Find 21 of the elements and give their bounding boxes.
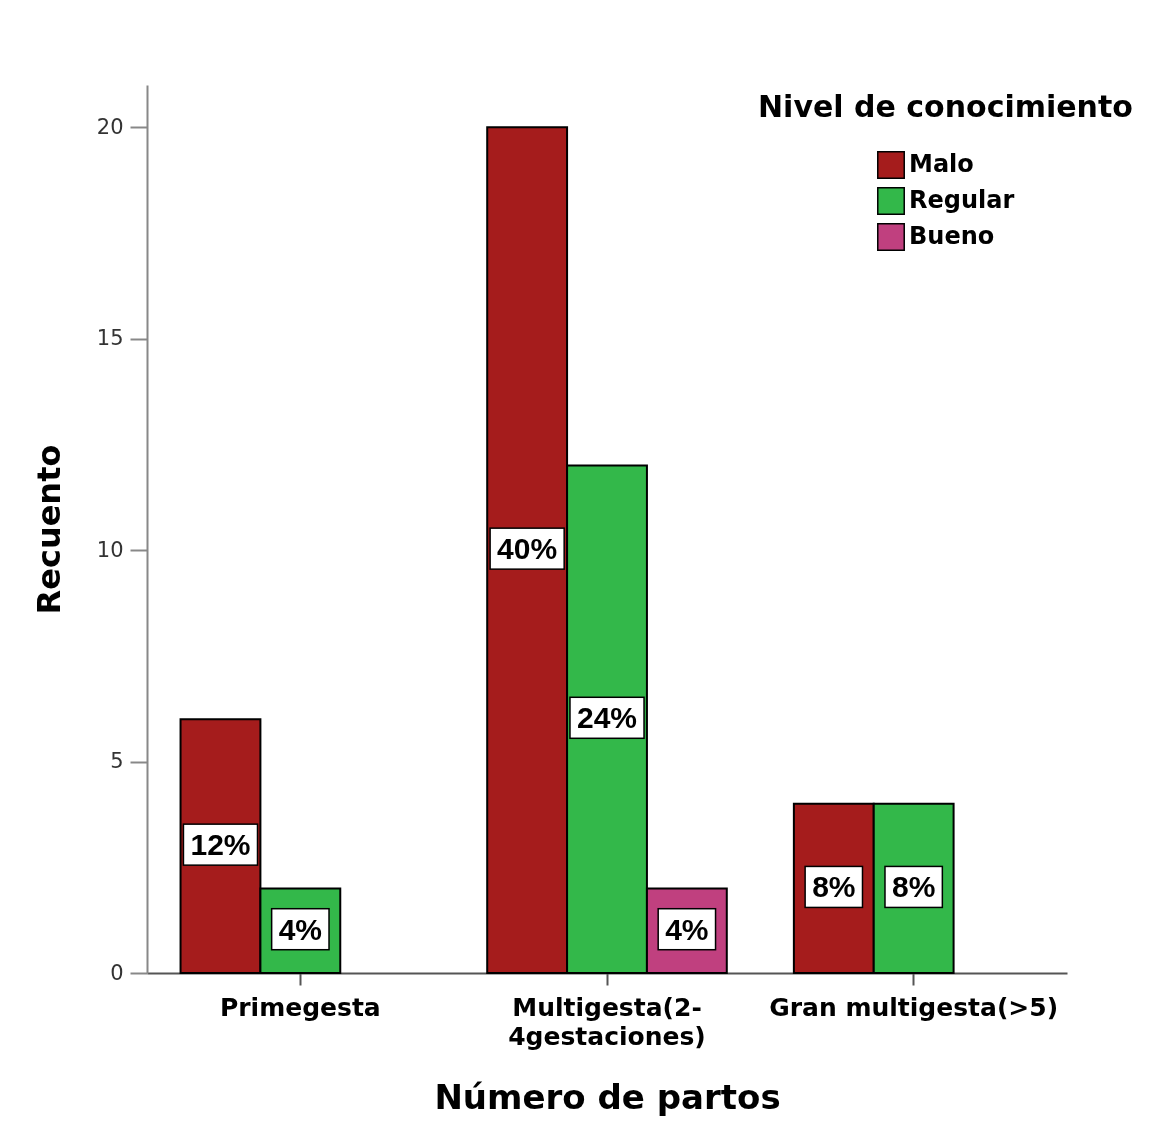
y-axis-title: Recuento xyxy=(29,444,68,615)
x-tick-label: Gran multigesta(>5) xyxy=(769,992,1059,1022)
legend-label: Regular xyxy=(909,186,1015,214)
legend-title: Nivel de conocimiento xyxy=(758,89,1133,124)
x-tick-label: Multigesta(2-4gestaciones) xyxy=(508,992,706,1051)
text: 8% xyxy=(891,870,936,904)
text: 4% xyxy=(278,912,323,946)
x-axis-title: Número de partos xyxy=(434,1076,781,1117)
x-tick-label: Primegesta xyxy=(219,992,381,1022)
y-tick-label: 20 xyxy=(96,114,124,139)
text: 4% xyxy=(665,912,709,946)
text: 24% xyxy=(576,701,638,735)
text: 12% xyxy=(190,828,251,862)
legend-label: Bueno xyxy=(909,222,995,250)
y-tick-label: 15 xyxy=(96,326,124,351)
text: 8% xyxy=(812,870,856,904)
y-tick-label: 5 xyxy=(110,749,124,774)
y-tick-label: 10 xyxy=(96,537,124,562)
text: 40% xyxy=(497,532,558,566)
legend-label: Malo xyxy=(909,150,974,178)
y-tick-label: 0 xyxy=(110,960,124,985)
